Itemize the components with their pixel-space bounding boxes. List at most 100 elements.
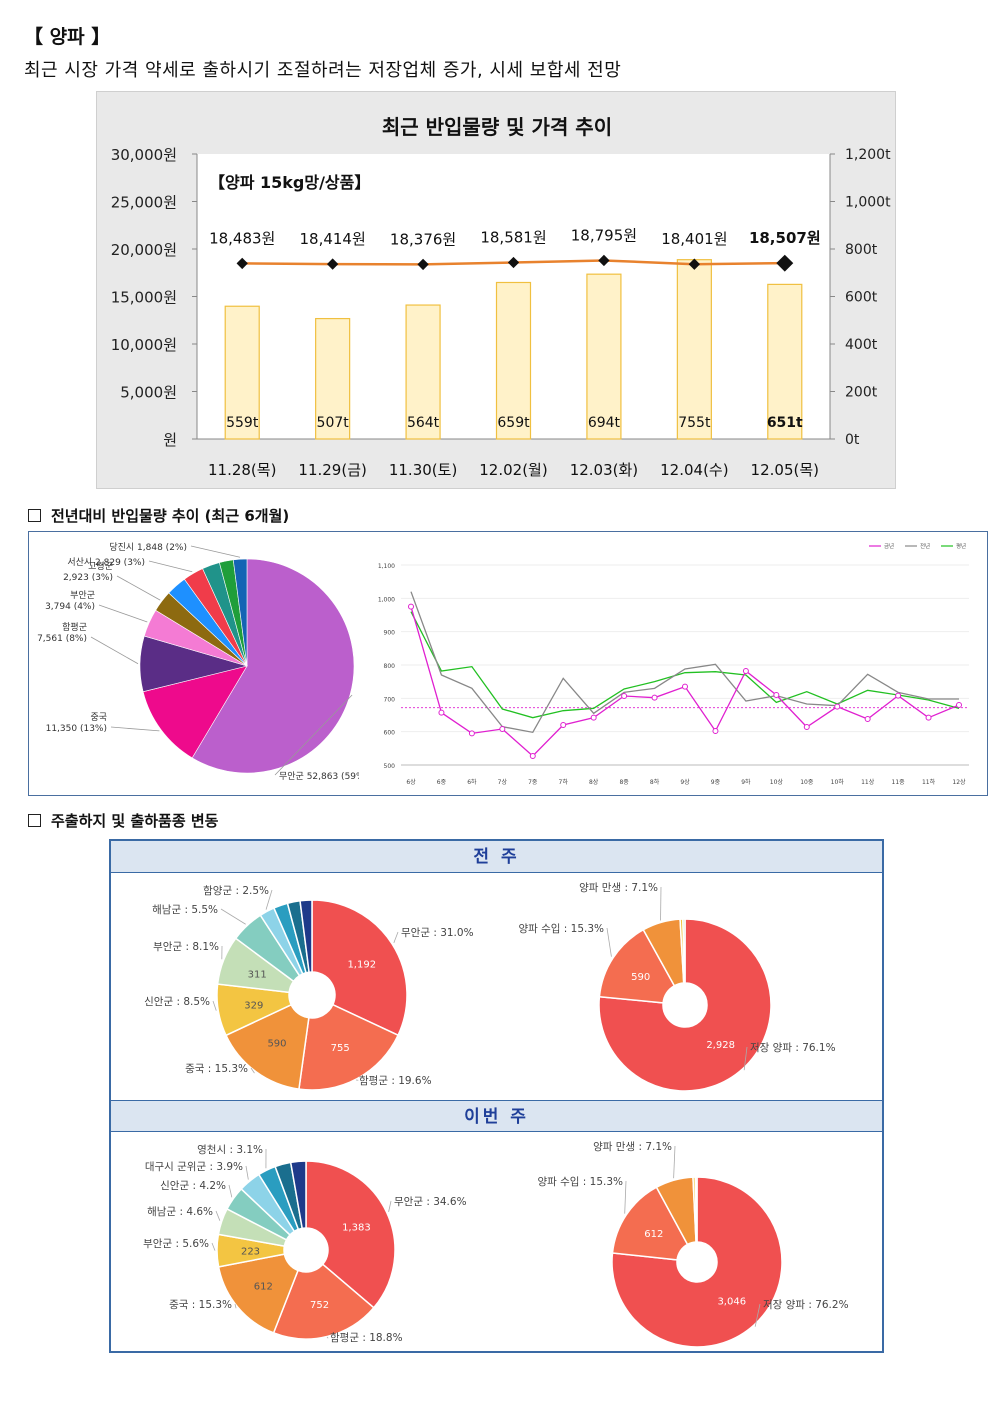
- volume-data-label: 564t: [407, 415, 440, 431]
- donut-label: 부안군 : 8.1%: [153, 941, 219, 953]
- donut-value-label: 590: [267, 1038, 286, 1049]
- donut-value-label: 223: [241, 1246, 260, 1257]
- donut-label: 무안군 : 31.0%: [401, 927, 474, 939]
- x-tick-label: 12.03(화): [570, 461, 638, 479]
- donut-slice: [598, 918, 772, 1092]
- price-data-label: 18,414원: [299, 230, 365, 248]
- donut-slice: [272, 1263, 375, 1340]
- price-point: [236, 257, 248, 270]
- y-tick-label-left: 20,000원: [111, 241, 177, 259]
- volume-data-label: 755t: [678, 415, 711, 431]
- volume-data-label: 651t: [767, 415, 803, 431]
- section-label: 전년대비 반입물량 추이 (최근 6개월): [51, 507, 290, 525]
- pie-leader: [110, 726, 160, 732]
- y-tick-label: 700: [384, 696, 396, 703]
- volume-bar: [315, 317, 351, 440]
- price-data-label: 18,483원: [209, 229, 275, 247]
- donut-label: 부안군 : 5.6%: [143, 1238, 209, 1250]
- this-week-origin-donut: 1,383 무안군 : 34.6% 752 함평군 : 18.8% 612 중국 : 15…: [143, 1144, 466, 1344]
- y-tick-label-left: 원: [163, 431, 177, 449]
- legend-label: 전년: [920, 542, 930, 550]
- volume-bar: [495, 281, 532, 440]
- donut-leader: [245, 1165, 249, 1180]
- y-tick-label: 600: [384, 730, 396, 737]
- y-tick-label-left: 5,000원: [120, 384, 177, 402]
- series-point: [682, 683, 688, 690]
- series-point: [803, 724, 810, 730]
- donut-slice: [611, 1186, 689, 1261]
- pie-leader: [190, 545, 241, 558]
- donut-slice: [299, 899, 313, 974]
- series-point: [499, 726, 506, 732]
- donut-slice: [305, 1160, 396, 1309]
- donut-value-label: 612: [644, 1229, 663, 1240]
- donut-label: 양파 수입 : 15.3%: [518, 922, 604, 935]
- series-point: [468, 730, 475, 737]
- donut-label: 중국 : 15.3%: [169, 1299, 232, 1311]
- y-tick-label: 800: [384, 663, 396, 670]
- section-header-origin-change: 주출하지 및 출하품종 변동: [28, 810, 218, 831]
- donut-slice: [217, 1253, 299, 1334]
- donut-slice: [298, 1003, 400, 1091]
- pie-label: 부안군: [70, 590, 95, 601]
- donut-leader: [265, 889, 273, 910]
- y-tick-label-right: 0t: [845, 432, 860, 448]
- series-point: [621, 693, 628, 699]
- price-data-label: 18,507원: [749, 229, 821, 247]
- series-point: [590, 714, 597, 721]
- volume-bar: [224, 305, 260, 440]
- pie-label: 11,350 (13%): [46, 724, 107, 734]
- x-tick-label: 8상: [589, 778, 599, 786]
- x-tick-label: 11.28(목): [208, 461, 276, 479]
- donut-label: 함평군 : 18.8%: [330, 1332, 403, 1344]
- x-tick-label: 10중: [800, 779, 814, 786]
- legend-label: 평년: [956, 542, 966, 550]
- donut-leader: [624, 1180, 627, 1214]
- y-tick-label-right: 800t: [845, 242, 878, 258]
- prev-week-variety-donut: 2,928 저장 양파 : 76.1% 590 양파 수입 : 15.3% 양파 만생 …: [518, 882, 836, 1092]
- pie-label: 3,794 (4%): [45, 602, 95, 612]
- price-point: [507, 256, 520, 269]
- weekly-origin-panel: 전 주 1,192 무안군 : 31.0% 755 함평군 : 19.6% 590 중국 …: [109, 839, 884, 1353]
- donut-value-label: 612: [254, 1282, 273, 1293]
- x-tick-label: 11하: [922, 778, 936, 786]
- volume-bar: [405, 304, 441, 440]
- donut-leader: [393, 931, 399, 944]
- volume-bar: [586, 273, 622, 440]
- donut-slice: [611, 1176, 783, 1348]
- x-tick-label: 11.29(금): [298, 461, 366, 479]
- volume-data-label: 659t: [497, 415, 530, 431]
- x-tick-label: 9중: [711, 779, 721, 786]
- y-tick-label-right: 400t: [845, 337, 878, 353]
- donut-leader: [673, 1145, 676, 1179]
- yoy-volume-line-chart: 1,100 1,000 900 800 700 600 500 6상 6중 6하 7상 7중 7하 8상 8…: [378, 542, 969, 786]
- pie-leader: [274, 694, 353, 776]
- series-line: [410, 611, 960, 719]
- donut-label: 저장 양파 : 76.2%: [763, 1299, 849, 1311]
- series-point: [560, 722, 567, 728]
- pie-slice: [232, 558, 248, 667]
- donut-label: 함평군 : 19.6%: [359, 1075, 432, 1087]
- donut-label: 중국 : 15.3%: [185, 1063, 248, 1075]
- donut-leader: [215, 1210, 221, 1221]
- x-tick-label: 6하: [467, 778, 477, 786]
- donut-slice: [289, 1160, 307, 1230]
- x-tick-label: 11상: [861, 778, 875, 786]
- donut-value-label: 752: [310, 1300, 329, 1311]
- donut-value-label: 3,046: [717, 1297, 746, 1308]
- x-tick-label: 8중: [619, 779, 629, 786]
- price-point: [776, 254, 794, 272]
- donut-slice: [311, 899, 408, 1037]
- series-point: [742, 668, 749, 674]
- pie-leader: [116, 575, 161, 601]
- donut-leader: [754, 1303, 761, 1327]
- donut-label: 양파 수입 : 15.3%: [537, 1175, 623, 1188]
- x-tick-label: 12상: [952, 778, 966, 786]
- page-subtitle: 최근 시장 가격 약세로 출하시기 조절하려는 저장업체 증가, 시세 보합세 …: [24, 60, 622, 81]
- series-point: [834, 703, 841, 710]
- donut-leader: [250, 1067, 255, 1074]
- price-data-label: 18,401원: [661, 230, 727, 248]
- donut-value-label: 1,383: [342, 1223, 371, 1234]
- donut-value-label: 590: [631, 972, 650, 983]
- donut-value-label: 755: [331, 1043, 350, 1054]
